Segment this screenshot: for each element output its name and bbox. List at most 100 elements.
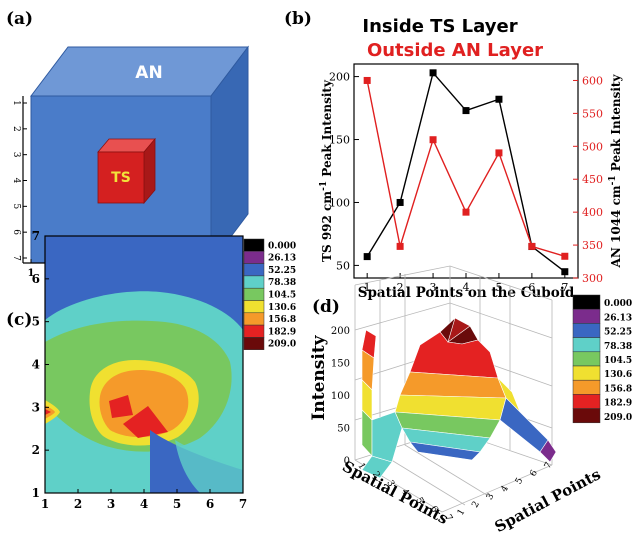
legend-label: 52.25	[268, 266, 296, 276]
surface-y-label: Spatial Points	[492, 465, 604, 536]
contour-y-tick-label: 3	[32, 400, 40, 414]
surface-z-tick-label: 0	[344, 456, 350, 467]
contour-x-tick-label: 7	[239, 497, 247, 511]
contour-y-tick-label: 7	[32, 229, 40, 243]
series-point	[396, 198, 404, 206]
surface-z-label: Intensity	[309, 334, 329, 420]
x-tick-label: 1	[364, 281, 371, 294]
surface-x-tick-label: 7	[442, 513, 454, 523]
plot-frame	[353, 63, 579, 279]
legend-label: 0.000	[268, 241, 296, 251]
surface-x-tick-label: 1	[355, 462, 367, 472]
x-tick-label: 2	[397, 281, 404, 294]
legend-swatch	[572, 379, 601, 395]
contour-edge-3	[45, 409, 51, 415]
side-tick-label: 5	[11, 203, 21, 209]
series-point	[528, 242, 536, 250]
panel-label-b: (b)	[284, 9, 312, 29]
surface-x-tick-label: 4	[399, 487, 411, 497]
series-layer	[363, 69, 569, 276]
panel-label-d: (d)	[312, 297, 340, 317]
right-tick-label: 500	[582, 140, 603, 153]
surface-z-ticks: 0 50 100 150 200	[331, 326, 350, 467]
bottom-tick-label: 1	[28, 268, 35, 279]
legend-label: 26.13	[268, 254, 296, 264]
an-label: AN	[135, 63, 162, 83]
surface-y-tick-label: 3	[485, 492, 497, 502]
panel-label-c: (c)	[6, 310, 32, 330]
x-tick-label: 5	[495, 281, 502, 294]
surface-legend: 0.000 26.13 52.25 78.38 104.5 130.6 156.8 182.9…	[572, 294, 632, 424]
right-tick-label: 450	[582, 173, 603, 186]
series-point	[363, 76, 371, 84]
contour-y-tick-label: 1	[32, 486, 40, 500]
series-point	[429, 136, 437, 144]
series-point	[462, 208, 470, 216]
side-tick-label: 6	[11, 229, 21, 235]
contour-peak-1	[109, 395, 133, 418]
surface-plot	[361, 317, 557, 479]
contour-map	[45, 236, 243, 493]
legend-swatch	[243, 275, 265, 289]
legend-swatch	[243, 300, 265, 314]
legend-label: 52.25	[604, 328, 632, 338]
legend-swatch	[243, 287, 265, 301]
series-point	[495, 95, 503, 103]
surface-z-tick-label: 50	[337, 424, 350, 435]
x-tick-label: 6	[528, 281, 535, 294]
contour-y-tick-label: 5	[32, 315, 40, 329]
legend-swatch	[243, 337, 265, 350]
panel-c: (c) 1 2 3 4 5 6 7 1 2 3 4 5 6 7 0.000 26.13 52.25 78.38…	[6, 229, 296, 511]
right-tick-label: 300	[582, 272, 603, 285]
legend-swatch	[243, 263, 265, 277]
right-tick-label: 600	[582, 74, 603, 87]
series-point	[429, 69, 437, 77]
side-tick-label: 3	[11, 152, 21, 158]
surface-x-label: Spatial Points	[339, 457, 451, 528]
series-point	[561, 252, 569, 260]
right-axis-ticks: 300 350 400 450 500 550 600	[573, 74, 603, 285]
contour-y-tick-label: 6	[32, 272, 40, 286]
contour-x-ticks: 1 2 3 4 5 6 7	[41, 489, 247, 511]
side-tick-label: 7	[11, 255, 21, 261]
left-axis-ticks: 50 100 150 200	[329, 71, 359, 272]
x-axis-label: Spatial Points on the Cuboid	[358, 285, 575, 301]
surface-z-tick-label: 100	[331, 391, 350, 402]
legend-swatch	[243, 251, 265, 264]
surface-z-tick-label: 200	[331, 326, 350, 337]
chart-subtitle: Outside AN Layer	[367, 40, 543, 61]
left-tick-label: 100	[329, 196, 350, 209]
side-tick-label: 4	[11, 178, 21, 184]
surface-x-tick-label: 2	[370, 470, 382, 480]
ts-label: TS	[111, 170, 131, 186]
right-tick-label: 400	[582, 206, 603, 219]
surface-y-tick-label: 4	[499, 484, 511, 494]
legend-label: 104.5	[604, 356, 632, 366]
legend-label: 26.13	[604, 313, 632, 323]
y-axis-label-right: AN 1044 cm-1 Peak Intensity	[608, 74, 623, 269]
contour-x-tick-label: 1	[41, 497, 49, 511]
legend-swatch	[572, 308, 601, 324]
series-point	[396, 242, 404, 250]
legend-swatch	[243, 312, 265, 326]
x-tick-label: 4	[463, 281, 470, 294]
surface-y-tick-label: 6	[528, 468, 540, 478]
legend-label: 156.8	[604, 384, 632, 394]
legend-swatch	[572, 408, 601, 424]
contour-level-3b	[175, 440, 243, 493]
contour-x-tick-label: 4	[140, 497, 148, 511]
contour-x-tick-label: 3	[107, 497, 115, 511]
left-tick-label: 50	[336, 259, 350, 272]
contour-x-tick-label: 6	[206, 497, 214, 511]
x-axis-ticks: 1 2 3 4 5 6 7	[364, 273, 568, 294]
contour-y-ticks: 1 2 3 4 5 6 7	[32, 229, 49, 500]
legend-swatch	[572, 294, 601, 310]
side-tick-label: 1	[11, 100, 21, 106]
contour-x-tick-label: 5	[173, 497, 181, 511]
legend-label: 78.38	[268, 278, 296, 288]
series-point	[495, 149, 503, 157]
series-line	[366, 80, 566, 257]
chart-title: Inside TS Layer	[362, 16, 517, 37]
